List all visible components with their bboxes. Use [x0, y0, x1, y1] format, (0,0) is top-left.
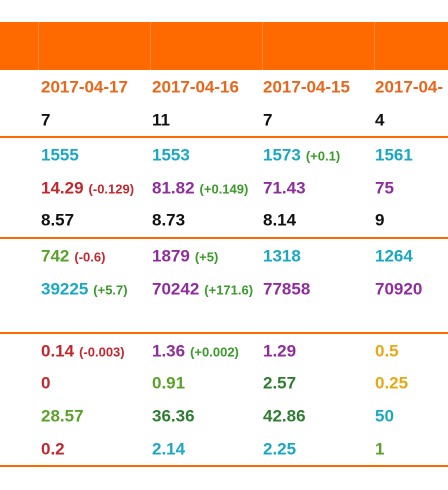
cell-value: 1.36	[152, 341, 185, 360]
cell-value: 1555	[41, 145, 79, 164]
cell-value: 1553	[152, 145, 190, 164]
cell-delta: (+5.7)	[93, 282, 127, 297]
header-dividers	[38, 22, 375, 70]
cell-value: 70920	[375, 279, 422, 298]
cell-value: 0.14	[41, 341, 75, 360]
cell-value: 81.82	[152, 178, 195, 197]
cell-value: 0.5	[375, 341, 399, 360]
cell-value: 0.25	[375, 373, 408, 392]
cell-value: 8.73	[152, 210, 185, 229]
cell-value: 2017-04-16	[152, 77, 239, 96]
cell-value: 2.57	[263, 373, 296, 392]
cell-delta: (-0.129)	[89, 181, 135, 196]
cell-value: 4	[375, 110, 385, 129]
cell-delta: (-0.6)	[74, 249, 105, 264]
cell-value: 1.29	[263, 341, 296, 360]
cell-value: 2017-04-17	[41, 77, 128, 96]
cell-value: 2.25	[263, 439, 296, 458]
cell-value: 0	[41, 373, 50, 392]
cell-value: 11	[152, 110, 170, 129]
cell-value: 1264	[375, 246, 413, 265]
cell-value: 77858	[263, 279, 310, 298]
cell-delta: (+5)	[195, 249, 218, 264]
cell-delta: (+171.6)	[204, 282, 253, 297]
cell-value: 14.29	[41, 178, 84, 197]
cell-value: 42.86	[263, 406, 306, 425]
cell-value: 36.36	[152, 406, 195, 425]
group-separators	[0, 136, 448, 467]
cell-value: 2017-04-15	[263, 77, 350, 96]
cell-value: 39225	[41, 279, 88, 298]
cell-value: 7	[263, 110, 272, 129]
top-area	[0, 0, 448, 22]
cell-value: 1573	[263, 145, 301, 164]
cell-value: 9	[375, 210, 384, 229]
cell-value: 2017-04-	[375, 77, 443, 96]
cell-value: 1879	[152, 246, 190, 265]
cell-value: 70242	[152, 279, 199, 298]
cell-value: 0.91	[152, 373, 185, 392]
cell-value: 75	[375, 178, 394, 197]
cell-delta: (-0.003)	[79, 344, 125, 359]
cell-value: 8.57	[41, 210, 74, 229]
cell-value: 1318	[263, 246, 301, 265]
header-bar	[0, 22, 448, 70]
cell-value: 7	[41, 110, 50, 129]
cell-value: 742	[41, 246, 69, 265]
cell-delta: (+0.1)	[306, 148, 340, 163]
cell-value: 8.14	[263, 210, 297, 229]
cell-delta: (+0.002)	[190, 344, 239, 359]
cell-value: 2.14	[152, 439, 186, 458]
cell-value: 1	[375, 439, 384, 458]
cell-value: 50	[375, 406, 394, 425]
cell-value: 1561	[375, 145, 413, 164]
cell-delta: (+0.149)	[200, 181, 249, 196]
cell-value: 71.43	[263, 178, 306, 197]
cell-value: 28.57	[41, 406, 84, 425]
cell-value: 0.2	[41, 439, 65, 458]
